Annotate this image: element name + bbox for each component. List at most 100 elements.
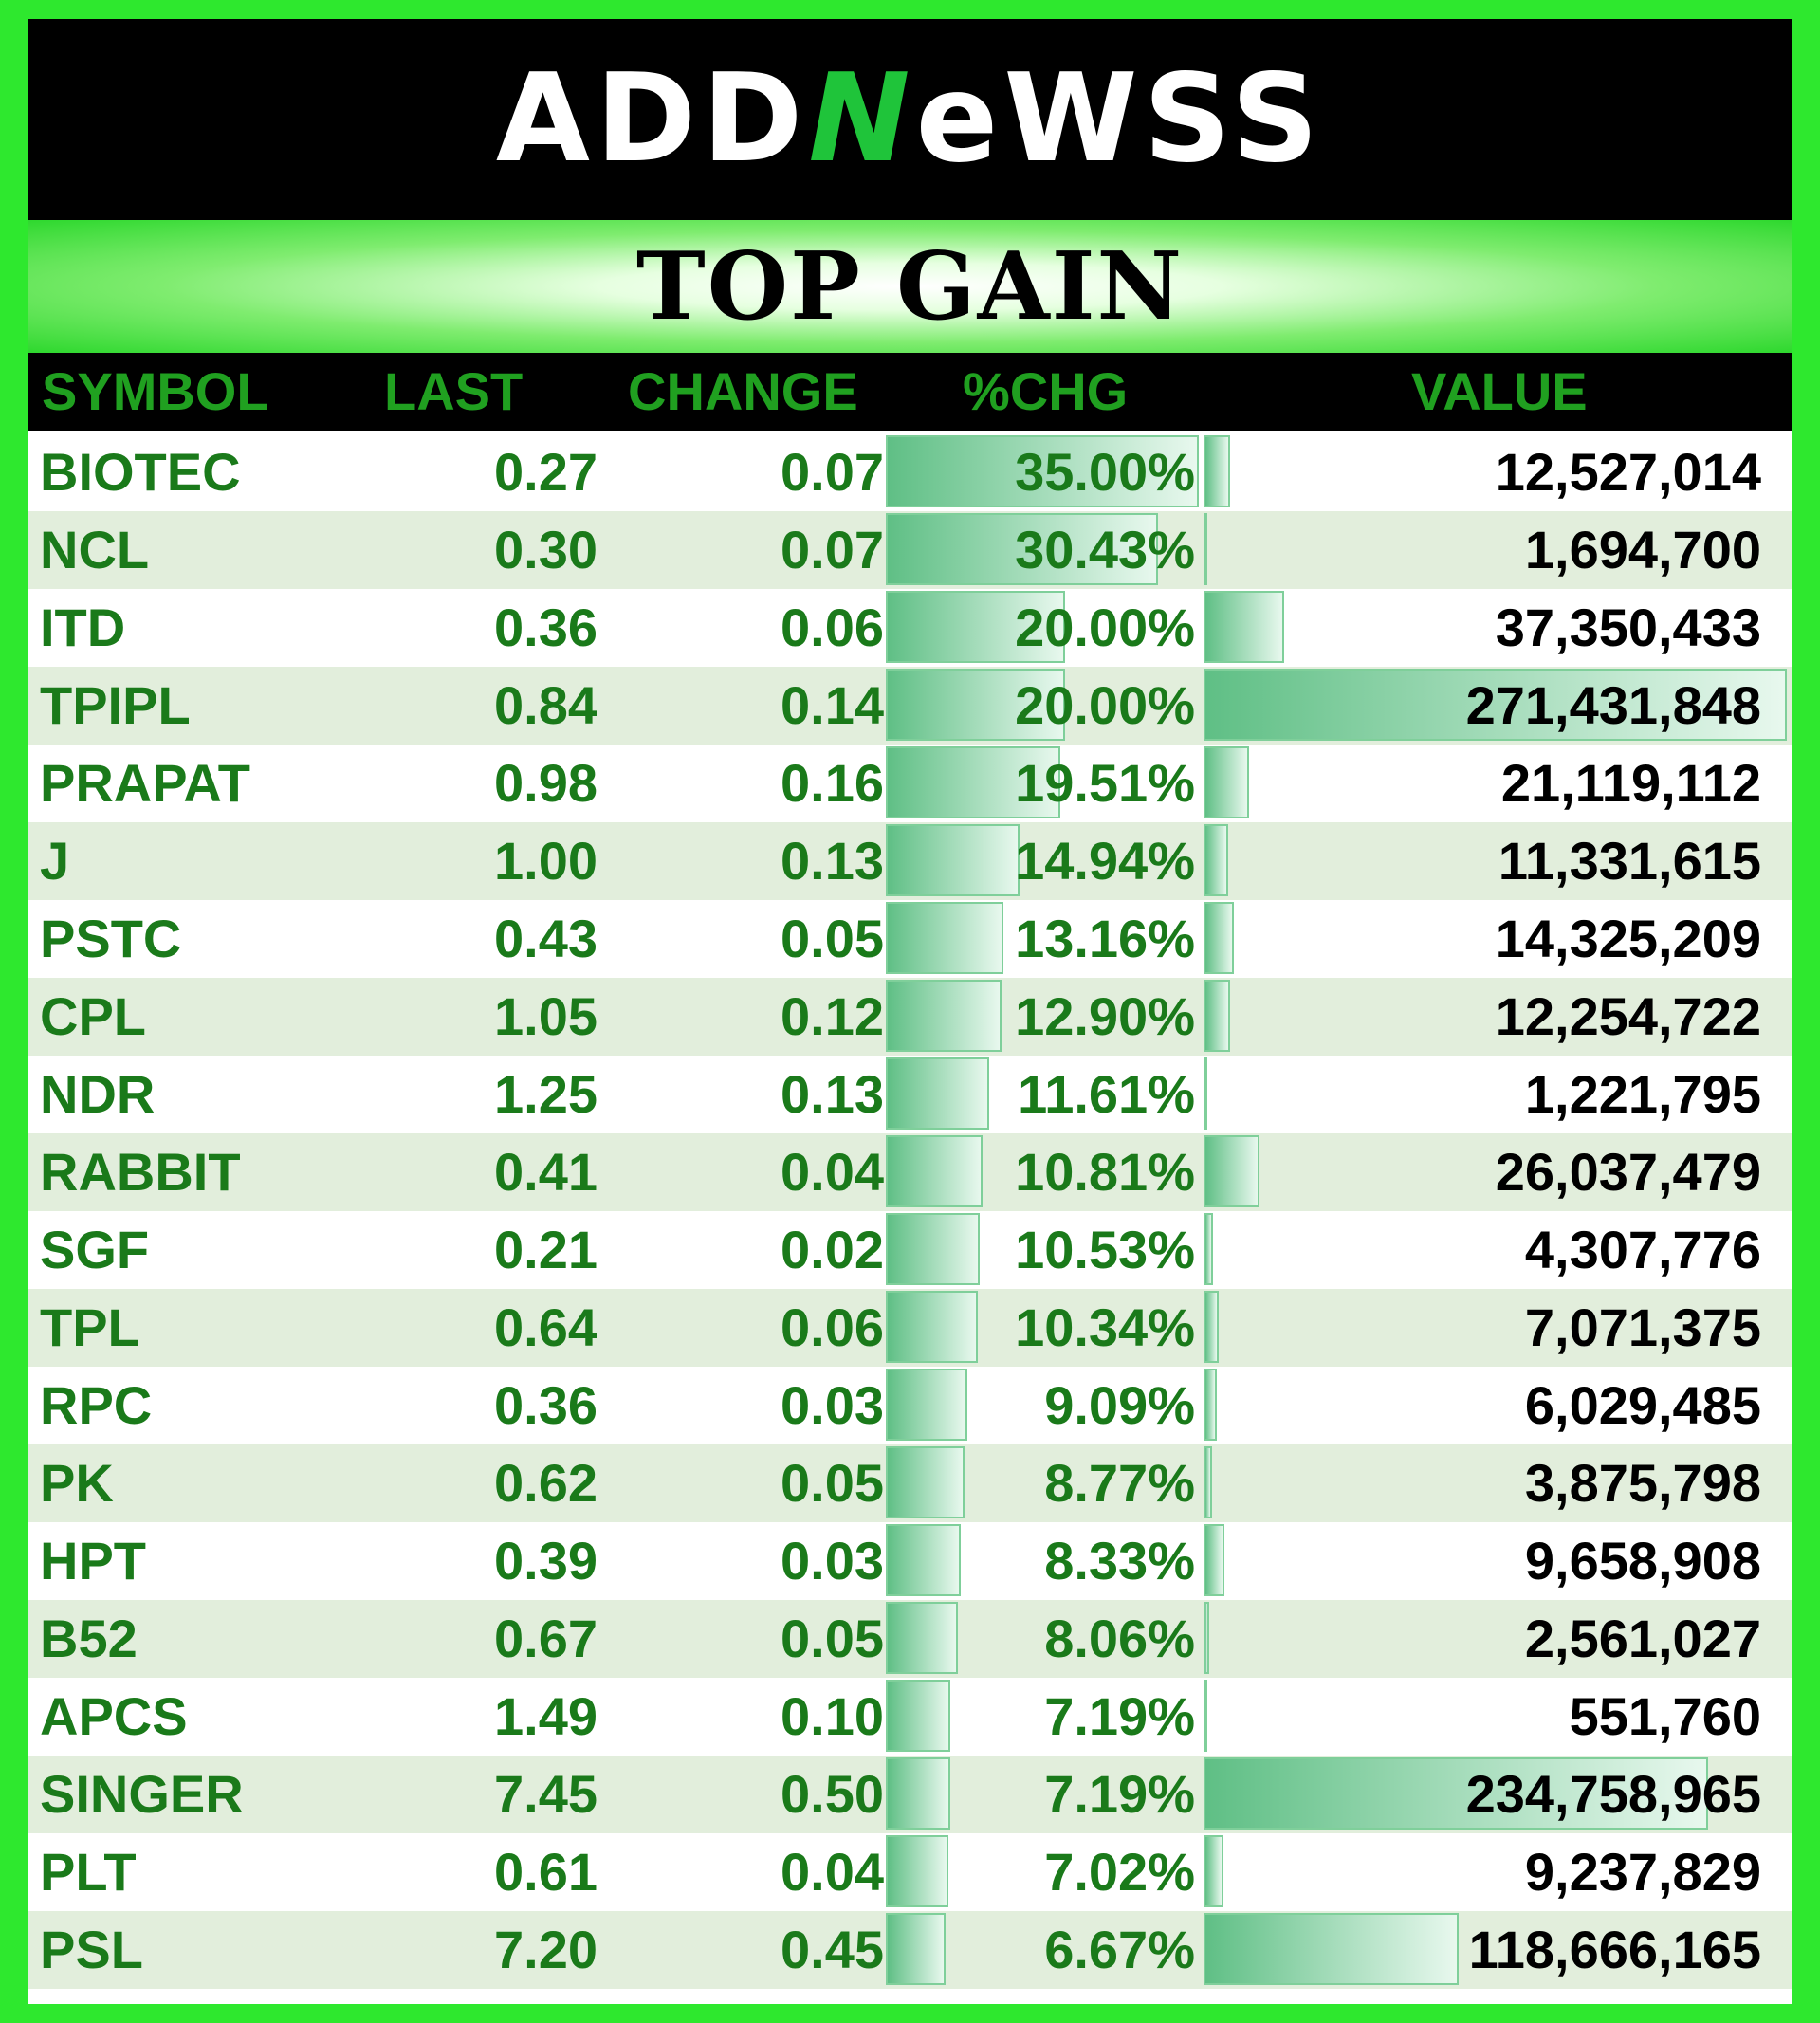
value-cell: 551,760 [1569, 1686, 1761, 1746]
symbol-cell: CPL [40, 986, 146, 1046]
last-cell: 0.43 [494, 909, 597, 968]
last-cell: 1.49 [494, 1686, 597, 1746]
table-row: SGF 0.21 0.02 10.53% 4,307,776 [28, 1211, 1792, 1289]
column-header-row: SYMBOL LAST CHANGE %CHG VALUE [28, 353, 1792, 431]
pct-cell: 19.51% [1015, 753, 1195, 813]
table-row: PRAPAT 0.98 0.16 19.51% 21,119,112 [28, 745, 1792, 822]
pct-bar [886, 1602, 958, 1674]
last-cell: 1.05 [494, 986, 597, 1046]
pct-cell: 13.16% [1015, 909, 1195, 968]
symbol-cell: PLT [40, 1842, 137, 1902]
last-cell: 0.67 [494, 1609, 597, 1668]
pct-cell: 12.90% [1015, 986, 1195, 1046]
change-cell: 0.12 [781, 986, 884, 1046]
value-bar [1204, 1680, 1207, 1752]
pct-bar [886, 1757, 950, 1830]
value-cell: 2,561,027 [1524, 1609, 1761, 1668]
pct-bar [886, 435, 1199, 507]
last-cell: 1.25 [494, 1064, 597, 1124]
change-cell: 0.05 [781, 1609, 884, 1668]
last-cell: 0.64 [494, 1297, 597, 1357]
change-cell: 0.03 [781, 1531, 884, 1591]
value-bar [1204, 824, 1228, 896]
table-row: RABBIT 0.41 0.04 10.81% 26,037,479 [28, 1133, 1792, 1211]
pct-cell: 35.00% [1015, 442, 1195, 502]
value-cell: 12,254,722 [1495, 986, 1761, 1046]
symbol-cell: BIOTEC [40, 442, 241, 502]
pct-cell: 20.00% [1015, 598, 1195, 657]
value-bar [1204, 1135, 1259, 1207]
change-cell: 0.04 [781, 1142, 884, 1202]
pct-bar [886, 1913, 946, 1985]
pct-bar [886, 1135, 983, 1207]
last-cell: 0.41 [494, 1142, 597, 1202]
pct-bar [886, 1291, 978, 1363]
last-cell: 0.30 [494, 520, 597, 579]
symbol-cell: APCS [40, 1686, 188, 1746]
pct-bar [886, 1057, 989, 1130]
symbol-cell: SGF [40, 1220, 150, 1279]
pct-bar [886, 1680, 950, 1752]
pct-cell: 10.53% [1015, 1220, 1195, 1279]
value-cell: 9,237,829 [1524, 1842, 1761, 1902]
table-row: SINGER 7.45 0.50 7.19% 234,758,965 [28, 1756, 1792, 1833]
symbol-cell: PRAPAT [40, 753, 250, 813]
change-cell: 0.04 [781, 1842, 884, 1902]
symbol-cell: NDR [40, 1064, 156, 1124]
value-bar [1204, 746, 1249, 818]
last-cell: 0.36 [494, 1375, 597, 1435]
value-cell: 271,431,848 [1465, 675, 1761, 735]
table-row: TPIPL 0.84 0.14 20.00% 271,431,848 [28, 667, 1792, 745]
value-bar [1204, 1057, 1207, 1130]
value-cell: 21,119,112 [1500, 753, 1761, 813]
change-cell: 0.05 [781, 1453, 884, 1513]
pct-bar [886, 902, 1003, 974]
addnewss-logo: ADDNeWSS [28, 19, 1792, 220]
column-header-last: LAST [384, 361, 524, 421]
value-bar [1204, 1369, 1217, 1441]
value-bar [1204, 1602, 1209, 1674]
change-cell: 0.03 [781, 1375, 884, 1435]
pct-bar [886, 746, 1060, 818]
value-cell: 6,029,485 [1524, 1375, 1761, 1435]
value-bar [1204, 1757, 1708, 1830]
change-cell: 0.13 [781, 1064, 884, 1124]
symbol-cell: J [40, 831, 70, 891]
column-header-symbol: SYMBOL [42, 361, 269, 421]
value-cell: 14,325,209 [1495, 909, 1761, 968]
value-cell: 26,037,479 [1495, 1142, 1761, 1202]
table-row: PK 0.62 0.05 8.77% 3,875,798 [28, 1444, 1792, 1522]
pct-cell: 8.33% [1044, 1531, 1195, 1591]
table-row: CPL 1.05 0.12 12.90% 12,254,722 [28, 978, 1792, 1056]
value-bar [1204, 1913, 1459, 1985]
pct-bar [886, 513, 1158, 585]
pct-cell: 20.00% [1015, 675, 1195, 735]
symbol-cell: TPL [40, 1297, 140, 1357]
value-bar [1204, 591, 1284, 663]
value-bar [1204, 1446, 1212, 1518]
pct-cell: 6.67% [1044, 1920, 1195, 1979]
value-bar [1204, 902, 1234, 974]
value-cell: 4,307,776 [1524, 1220, 1761, 1279]
value-bar [1204, 669, 1787, 741]
pct-bar [886, 980, 1002, 1052]
value-cell: 1,694,700 [1524, 520, 1761, 579]
change-cell: 0.06 [781, 1297, 884, 1357]
pct-cell: 9.09% [1044, 1375, 1195, 1435]
column-header-change: CHANGE [628, 361, 858, 421]
change-cell: 0.06 [781, 598, 884, 657]
symbol-cell: ITD [40, 598, 126, 657]
change-cell: 0.16 [781, 753, 884, 813]
value-bar [1204, 513, 1207, 585]
value-cell: 118,666,165 [1468, 1920, 1761, 1979]
value-cell: 12,527,014 [1495, 442, 1761, 502]
symbol-cell: PSTC [40, 909, 182, 968]
table-row: ITD 0.36 0.06 20.00% 37,350,433 [28, 589, 1792, 667]
value-cell: 37,350,433 [1495, 598, 1761, 657]
last-cell: 1.00 [494, 831, 597, 891]
pct-cell: 11.61% [1018, 1064, 1195, 1124]
pct-bar [886, 1524, 961, 1596]
value-bar [1204, 1213, 1213, 1285]
symbol-cell: PSL [40, 1920, 143, 1979]
symbol-cell: RABBIT [40, 1142, 241, 1202]
